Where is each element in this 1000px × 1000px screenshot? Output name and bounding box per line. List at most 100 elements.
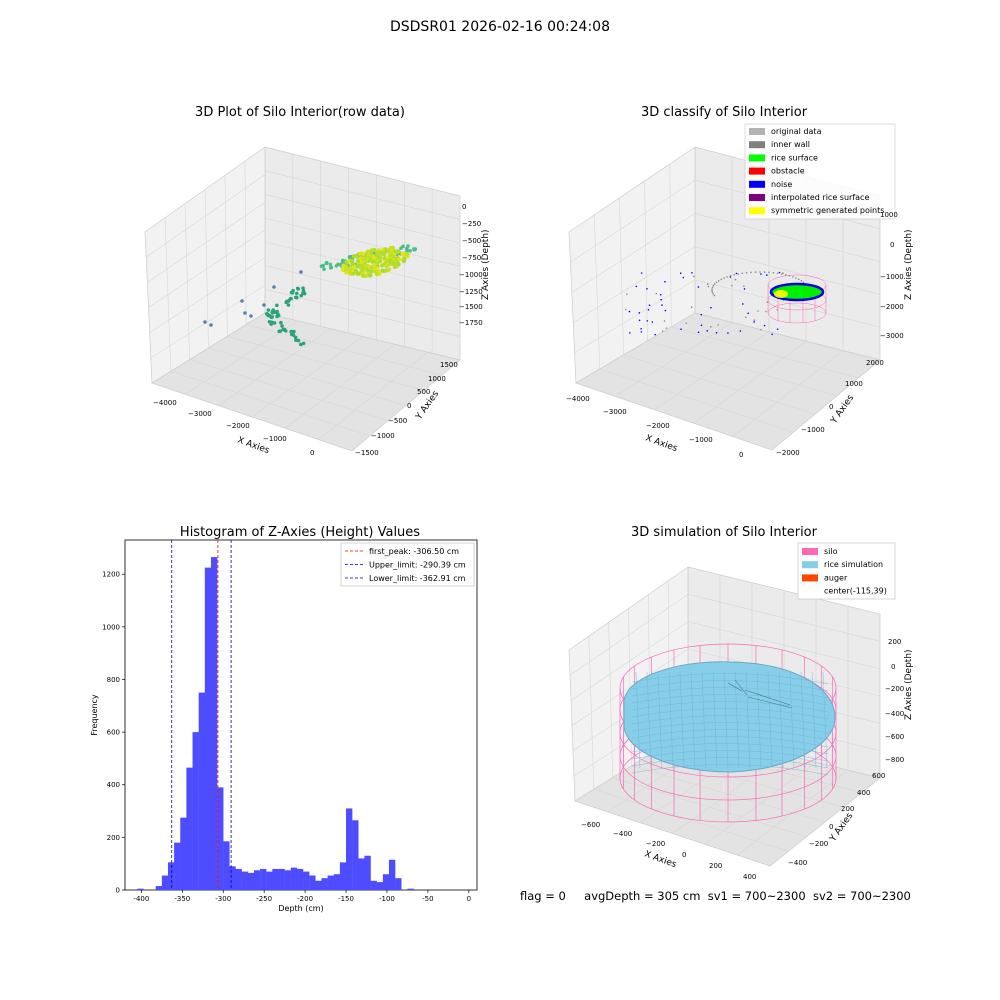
histogram-legend: first_peak: -306.50 cm Upper_limit: -290.… [340,542,475,587]
point [368,256,373,261]
point [321,263,325,268]
grid-line [693,340,807,424]
point [366,250,371,255]
mesh-line [646,671,652,769]
grid-line [318,351,428,440]
simulation-legend-swatch [802,561,818,569]
simulation-panel-title: 3D simulation of Silo Interior [631,525,818,540]
mesh-line [635,671,641,769]
point [392,265,397,270]
point [628,310,631,313]
classify-panel: 3D classify of Silo Interior original da… [566,105,914,459]
point [405,252,410,257]
histogram-bar [272,868,279,890]
histogram-bar [223,841,230,890]
point [720,278,722,281]
point [700,313,703,316]
raw-y-tick: 1500 [440,361,458,369]
point [328,262,333,267]
point [760,328,762,331]
point [348,271,353,276]
point [353,268,358,273]
point [765,310,767,313]
simulation-z-tick: 200 [888,638,901,646]
raw-panel: 3D Plot of Silo Interior(row data) X Axi… [144,105,491,457]
classify-legend-swatch [749,167,765,175]
simulation-rice-mesh [631,671,829,776]
classify-legend-label: noise [771,180,792,189]
point [273,310,277,314]
point [660,298,662,301]
point [625,308,627,311]
grid-line [647,340,837,397]
histogram-bar [309,875,316,890]
histogram-legend-frame [340,542,475,587]
histogram-bar [210,557,218,890]
point [717,324,720,326]
classify-z-tick: 1000 [880,211,898,219]
mesh-line [631,750,829,762]
point [292,329,296,334]
classify-legend-swatch [749,154,765,162]
point [408,248,412,253]
point [363,258,368,263]
histogram-bar [180,817,187,890]
point [290,332,294,337]
point [763,271,766,273]
point [293,335,298,340]
raw-z-ticks: 0 −250 −500 −750 −1000 −1250 −1500 −1750 [459,203,483,327]
classify-symmetric-points [774,290,788,298]
point [735,272,738,275]
raw-y-tick: 500 [417,388,430,396]
flag-value: flag = 0 [520,889,566,903]
point [741,272,744,275]
mesh-line [811,671,817,769]
point [356,271,361,276]
histogram-x-label: Depth (cm) [278,904,323,913]
classify-x-label: X Axies [644,433,679,454]
point [350,261,355,266]
point [355,264,360,269]
histogram-bar [352,820,359,890]
histogram-bar [321,878,328,890]
point [392,257,397,262]
point [375,250,380,255]
point [377,271,382,276]
point [651,321,654,323]
histogram-bar [260,868,267,890]
mesh-line [690,671,696,769]
point [661,304,663,306]
point [685,322,687,324]
point [289,329,293,334]
point [296,287,301,291]
point [302,291,307,296]
point [690,306,693,309]
histogram-x-tick-label: -400 [133,895,149,903]
simulation-z-tick: −800 [885,756,904,764]
point [294,338,298,342]
point [286,303,291,307]
mesh-line [631,673,829,685]
grid-line [694,246,881,295]
point [301,341,306,346]
point [664,280,666,283]
histogram-bar [407,888,414,890]
point [301,286,305,290]
point [747,312,750,315]
point [782,272,784,274]
point [727,332,729,334]
raw-y-tick: −500 [388,417,407,425]
classify-x-tick: 0 [739,451,743,459]
grid-line [571,213,696,293]
point [635,285,638,288]
point [295,291,299,296]
point [733,274,736,276]
raw-x-tick: −4000 [153,399,177,407]
point [715,331,718,334]
point [640,331,643,333]
point [384,263,389,268]
point [778,271,781,274]
point [714,283,716,285]
simulation-legend-label: silo [824,547,838,556]
grid-line [669,163,672,328]
